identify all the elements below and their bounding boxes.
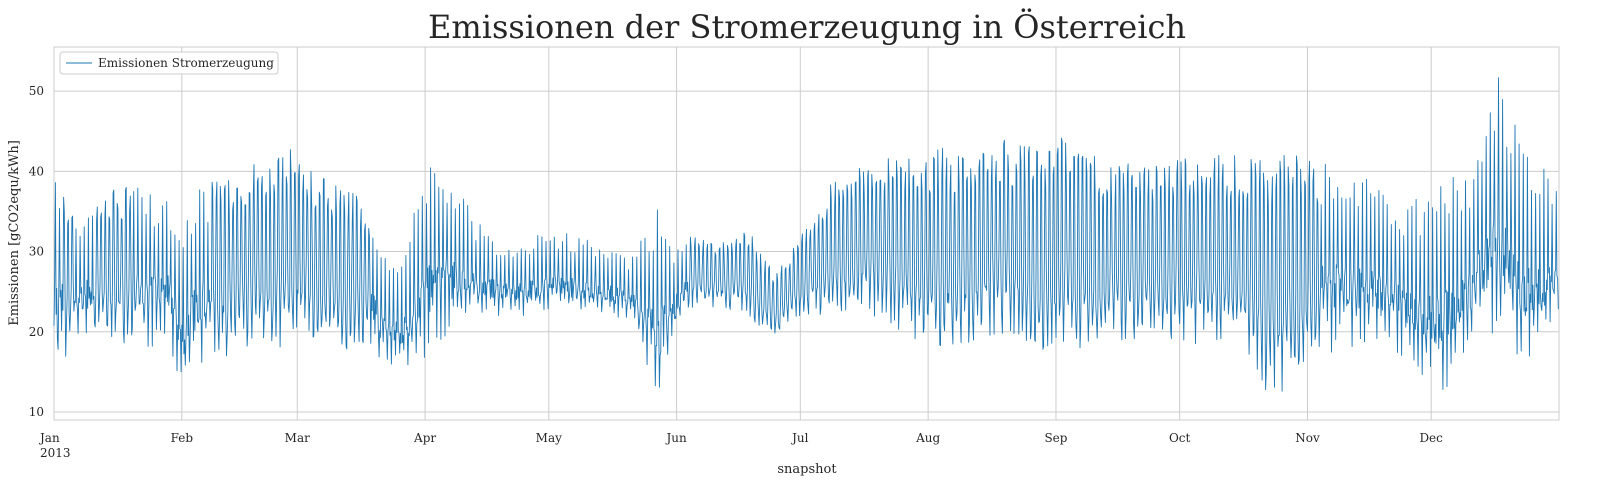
y-axis-label: Emissionen [gCO2equ/kWh]: [7, 140, 22, 326]
x-tick-label: May: [536, 431, 562, 445]
x-tick-label: Oct: [1169, 431, 1191, 445]
x-axis-label: snapshot: [777, 462, 837, 477]
x-tick-label: Apr: [413, 431, 436, 445]
x-tick-label: Mar: [285, 431, 310, 445]
legend: Emissionen Stromerzeugung: [59, 51, 279, 75]
chart-title: Emissionen der Stromerzeugung in Österre…: [428, 8, 1186, 46]
x-tick-label: Sep: [1044, 431, 1067, 445]
y-tick-label: 20: [29, 325, 44, 339]
series-line-emissionen: [53, 77, 1559, 392]
legend-label: Emissionen Stromerzeugung: [98, 56, 274, 70]
y-axis: 10 20 30 40 50: [29, 84, 44, 419]
x-tick-label: Jan: [38, 431, 60, 445]
x-tick-label: Jun: [664, 431, 687, 445]
y-tick-label: 10: [29, 405, 44, 419]
y-tick-label: 40: [29, 164, 44, 178]
x-tick-label: Nov: [1295, 431, 1320, 445]
y-tick-label: 50: [29, 84, 44, 98]
legend-box: [59, 51, 279, 75]
y-tick-label: 30: [29, 245, 44, 259]
x-tick-label: Dec: [1419, 431, 1443, 445]
x-tick-year-label: 2013: [40, 446, 71, 460]
series-line-layer: [53, 77, 1559, 392]
x-tick-label: Feb: [171, 431, 194, 445]
x-tick-label: Jul: [790, 431, 809, 445]
grid-lines: [54, 47, 1559, 420]
x-tick-label: Aug: [915, 431, 940, 445]
